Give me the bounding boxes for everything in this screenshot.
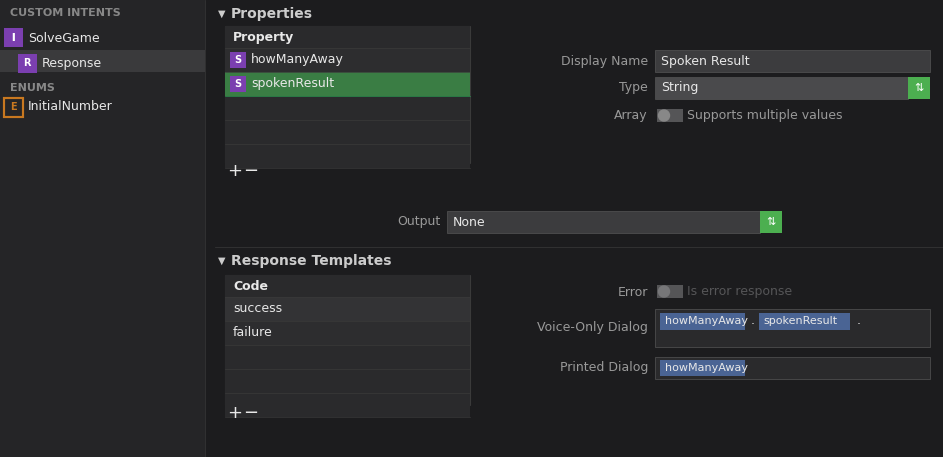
Text: failure: failure <box>233 326 273 340</box>
Text: Property: Property <box>233 31 294 43</box>
Bar <box>225 96 470 120</box>
Text: Response Templates: Response Templates <box>231 254 391 268</box>
Bar <box>225 275 470 297</box>
Bar <box>660 360 745 376</box>
Text: Spoken Result: Spoken Result <box>661 54 750 68</box>
Bar <box>225 144 470 168</box>
Text: Is error response: Is error response <box>687 286 792 298</box>
Bar <box>225 48 470 72</box>
Bar <box>0 50 205 72</box>
Bar <box>0 0 205 457</box>
Bar <box>225 275 470 405</box>
Text: ▼: ▼ <box>218 9 225 19</box>
Bar <box>225 72 470 96</box>
Text: E: E <box>9 102 16 112</box>
Text: Array: Array <box>615 110 648 122</box>
Bar <box>225 26 470 48</box>
Text: .: . <box>751 314 754 328</box>
Bar <box>655 50 930 72</box>
Bar <box>760 211 782 233</box>
Text: −: − <box>243 404 258 422</box>
Bar <box>230 52 246 68</box>
Bar <box>225 321 470 345</box>
Text: InitialNumber: InitialNumber <box>28 101 113 113</box>
Text: R: R <box>24 58 31 68</box>
Text: None: None <box>453 216 486 228</box>
Bar <box>655 309 930 347</box>
FancyBboxPatch shape <box>657 109 683 122</box>
Bar <box>655 357 930 379</box>
Text: −: − <box>243 162 258 180</box>
Text: Code: Code <box>233 280 268 292</box>
Text: +: + <box>227 404 242 422</box>
Text: ENUMS: ENUMS <box>10 83 55 93</box>
Text: CUSTOM INTENTS: CUSTOM INTENTS <box>10 8 121 18</box>
Bar <box>908 77 930 99</box>
Text: SolveGame: SolveGame <box>28 32 100 44</box>
Bar <box>447 211 760 233</box>
Bar <box>660 313 745 330</box>
Text: spokenResult: spokenResult <box>764 317 838 326</box>
Bar <box>655 77 908 99</box>
Text: ▼: ▼ <box>218 256 225 266</box>
Bar <box>225 26 470 163</box>
Bar <box>230 76 246 92</box>
Bar <box>225 120 470 144</box>
Text: ⇅: ⇅ <box>767 217 776 227</box>
Text: Response: Response <box>42 57 102 69</box>
Text: +: + <box>227 162 242 180</box>
Text: Type: Type <box>620 81 648 95</box>
Text: .: . <box>856 314 860 328</box>
Bar <box>4 98 23 117</box>
Circle shape <box>658 110 670 121</box>
Bar <box>4 28 23 47</box>
Text: S: S <box>235 79 241 89</box>
FancyBboxPatch shape <box>657 285 683 298</box>
Bar <box>225 297 470 321</box>
Bar <box>18 54 37 73</box>
Text: I: I <box>11 33 15 43</box>
Text: howManyAway: howManyAway <box>665 317 748 326</box>
Text: Supports multiple values: Supports multiple values <box>687 110 842 122</box>
Bar <box>759 313 851 330</box>
Text: spokenResult: spokenResult <box>251 78 334 90</box>
Text: howManyAway: howManyAway <box>665 363 748 373</box>
Text: Display Name: Display Name <box>561 54 648 68</box>
Text: Output: Output <box>397 216 440 228</box>
Bar <box>225 369 470 393</box>
Circle shape <box>658 286 670 297</box>
Text: ⇅: ⇅ <box>915 83 924 93</box>
Text: Error: Error <box>618 286 648 298</box>
Text: success: success <box>233 303 282 315</box>
Bar <box>225 345 470 369</box>
Text: howManyAway: howManyAway <box>251 53 344 67</box>
Bar <box>225 393 470 417</box>
Bar <box>4 98 23 117</box>
Text: S: S <box>235 55 241 65</box>
Text: Voice-Only Dialog: Voice-Only Dialog <box>538 320 648 334</box>
Text: Properties: Properties <box>231 7 313 21</box>
Text: Printed Dialog: Printed Dialog <box>559 361 648 374</box>
Text: I: I <box>11 33 15 43</box>
Text: String: String <box>661 81 699 95</box>
